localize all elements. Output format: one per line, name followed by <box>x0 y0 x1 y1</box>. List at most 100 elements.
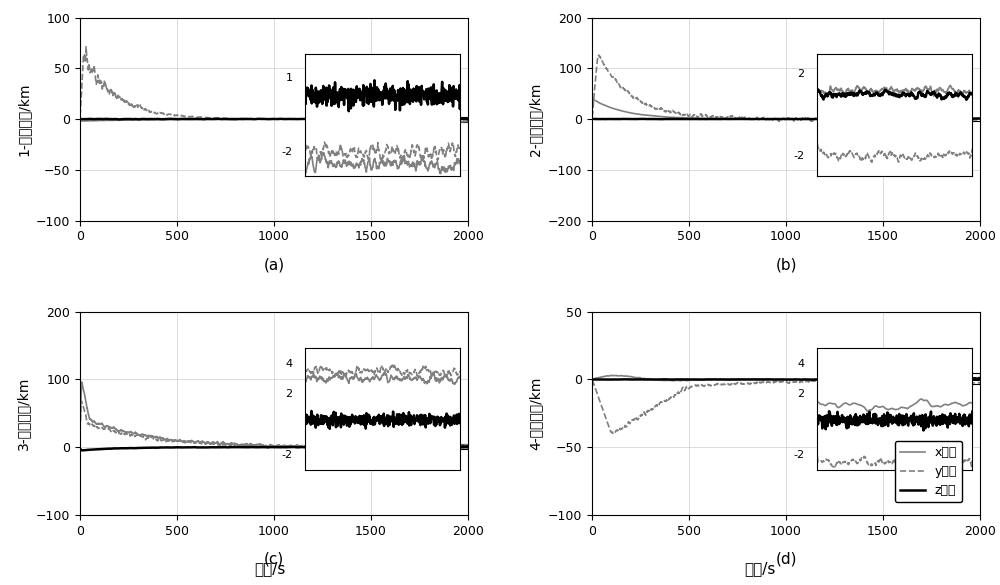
x分量 <box>606 372 618 379</box>
x分量 <box>857 116 869 123</box>
x分量 <box>674 377 686 384</box>
x分量 <box>606 105 618 112</box>
Line: z分量: z分量 <box>592 118 980 119</box>
z分量 <box>606 376 618 383</box>
x分量 <box>462 118 474 125</box>
x分量 <box>963 374 975 381</box>
x分量 <box>586 376 598 383</box>
z分量 <box>408 115 420 122</box>
y分量 <box>963 380 975 387</box>
x分量 <box>775 376 787 383</box>
y分量 <box>94 78 106 85</box>
Bar <box>371 444 468 449</box>
Text: 时间/s: 时间/s <box>254 561 286 576</box>
x分量 <box>94 421 106 428</box>
x分量 <box>451 118 463 125</box>
y分量 <box>74 112 86 119</box>
y分量 <box>963 380 975 387</box>
x分量 <box>263 116 275 123</box>
y分量 <box>462 441 474 448</box>
x分量 <box>765 115 777 122</box>
z分量 <box>892 115 904 122</box>
z分量 <box>94 115 106 122</box>
y分量 <box>775 378 787 385</box>
z分量 <box>963 115 975 122</box>
Line: z分量: z分量 <box>80 118 468 119</box>
z分量 <box>775 116 787 123</box>
x分量 <box>252 116 264 123</box>
z分量 <box>451 115 463 122</box>
Y-axis label: 4-位置误差/km: 4-位置误差/km <box>528 377 542 450</box>
z分量 <box>851 116 863 123</box>
z分量 <box>74 116 86 123</box>
y分量 <box>263 442 275 449</box>
y分量 <box>876 376 888 383</box>
y分量 <box>593 51 605 58</box>
z分量 <box>263 444 275 451</box>
x分量 <box>74 426 86 433</box>
Line: y分量: y分量 <box>80 401 468 448</box>
y分量 <box>80 43 92 50</box>
y分量 <box>380 118 392 125</box>
Text: 时间/s: 时间/s <box>744 561 776 576</box>
Text: (c): (c) <box>264 551 284 566</box>
y分量 <box>253 443 265 450</box>
y分量 <box>462 118 474 125</box>
x分量 <box>605 372 617 379</box>
Line: x分量: x分量 <box>80 119 468 122</box>
z分量 <box>369 443 381 450</box>
x分量 <box>76 378 88 386</box>
Text: (d): (d) <box>775 551 797 566</box>
Bar <box>883 373 980 384</box>
y分量 <box>451 441 463 448</box>
z分量 <box>451 115 463 122</box>
y分量 <box>451 118 463 125</box>
y分量 <box>806 118 818 125</box>
y分量 <box>606 429 618 436</box>
z分量 <box>963 376 975 383</box>
Bar <box>883 118 980 121</box>
y分量 <box>963 116 975 123</box>
y分量 <box>94 424 106 431</box>
z分量 <box>462 443 474 450</box>
z分量 <box>606 116 618 123</box>
x分量 <box>974 374 986 381</box>
x分量 <box>892 374 904 381</box>
x分量 <box>775 115 787 122</box>
z分量 <box>764 376 776 383</box>
Legend: x分量, y分量, z分量: x分量, y分量, z分量 <box>895 441 962 503</box>
y分量 <box>451 118 463 125</box>
x分量 <box>765 376 777 383</box>
Line: x分量: x分量 <box>592 99 980 119</box>
Text: (b): (b) <box>775 257 797 272</box>
x分量 <box>963 115 975 122</box>
x分量 <box>963 115 975 122</box>
y分量 <box>363 445 375 452</box>
x分量 <box>365 119 377 126</box>
y分量 <box>963 116 975 123</box>
y分量 <box>74 426 86 433</box>
y分量 <box>607 429 619 436</box>
Text: (a): (a) <box>263 257 285 272</box>
Line: z分量: z分量 <box>592 378 980 380</box>
Y-axis label: 2-位置误差/km: 2-位置误差/km <box>528 82 542 156</box>
x分量 <box>380 118 392 125</box>
y分量 <box>765 379 777 386</box>
Line: y分量: y分量 <box>80 47 468 122</box>
y分量 <box>765 116 777 123</box>
Line: x分量: x分量 <box>80 382 468 449</box>
z分量 <box>253 115 265 122</box>
z分量 <box>974 375 986 382</box>
x分量 <box>892 115 904 122</box>
y分量 <box>892 380 904 387</box>
y分量 <box>380 441 392 448</box>
z分量 <box>263 116 275 123</box>
y分量 <box>892 116 904 123</box>
x分量 <box>451 118 463 125</box>
y分量 <box>606 74 618 81</box>
x分量 <box>263 443 275 450</box>
x分量 <box>587 96 599 103</box>
y分量 <box>75 397 87 404</box>
Line: y分量: y分量 <box>592 55 980 121</box>
z分量 <box>963 115 975 122</box>
